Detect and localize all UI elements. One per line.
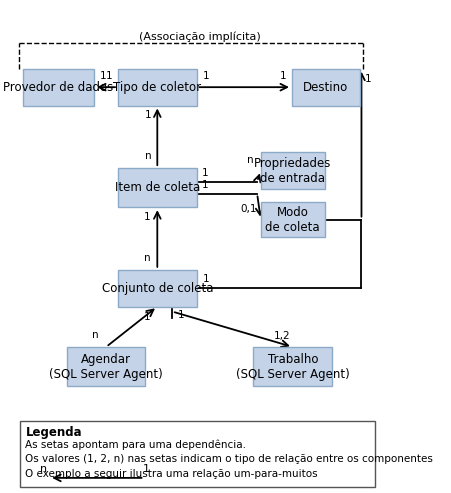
Text: 1: 1 bbox=[144, 313, 150, 322]
Text: Agendar
(SQL Server Agent): Agendar (SQL Server Agent) bbox=[49, 352, 163, 381]
Text: 1: 1 bbox=[202, 274, 209, 284]
Text: 1: 1 bbox=[280, 71, 286, 81]
Text: 1: 1 bbox=[106, 71, 112, 81]
FancyBboxPatch shape bbox=[292, 69, 359, 106]
Text: 1: 1 bbox=[100, 71, 106, 81]
Text: 1: 1 bbox=[178, 311, 184, 320]
FancyBboxPatch shape bbox=[261, 203, 325, 237]
FancyBboxPatch shape bbox=[23, 69, 94, 106]
Text: 1: 1 bbox=[202, 180, 208, 190]
Text: 1: 1 bbox=[143, 463, 150, 474]
FancyBboxPatch shape bbox=[118, 69, 197, 106]
Text: n: n bbox=[92, 330, 99, 340]
FancyBboxPatch shape bbox=[261, 152, 325, 189]
Text: Item de coleta: Item de coleta bbox=[115, 181, 200, 194]
Text: 1: 1 bbox=[202, 168, 208, 178]
Text: Tipo de coletor: Tipo de coletor bbox=[113, 81, 201, 94]
Text: 1,2: 1,2 bbox=[274, 331, 291, 341]
Text: Os valores (1, 2, n) nas setas indicam o tipo de relação entre os componentes: Os valores (1, 2, n) nas setas indicam o… bbox=[25, 454, 433, 464]
Text: O exemplo a seguir ilustra uma relação um-para-muitos: O exemplo a seguir ilustra uma relação u… bbox=[25, 468, 318, 479]
Text: n: n bbox=[247, 155, 254, 165]
FancyBboxPatch shape bbox=[253, 347, 332, 386]
FancyBboxPatch shape bbox=[118, 168, 197, 207]
Text: As setas apontam para uma dependência.: As setas apontam para uma dependência. bbox=[25, 439, 247, 450]
Text: Provedor de dados: Provedor de dados bbox=[3, 81, 114, 94]
FancyBboxPatch shape bbox=[118, 270, 197, 307]
Text: n: n bbox=[40, 463, 47, 474]
Text: (Associação implícita): (Associação implícita) bbox=[138, 32, 260, 42]
Text: 0,1: 0,1 bbox=[241, 204, 257, 214]
FancyBboxPatch shape bbox=[67, 347, 145, 386]
Text: 1: 1 bbox=[365, 73, 371, 84]
Text: 1: 1 bbox=[202, 71, 209, 81]
FancyBboxPatch shape bbox=[20, 421, 375, 487]
Text: Trabalho
(SQL Server Agent): Trabalho (SQL Server Agent) bbox=[236, 352, 350, 381]
Text: n: n bbox=[144, 252, 150, 263]
Text: n: n bbox=[145, 151, 152, 161]
Text: Propriedades
de entrada: Propriedades de entrada bbox=[254, 156, 331, 184]
Text: 1: 1 bbox=[145, 110, 152, 120]
Text: Modo
de coleta: Modo de coleta bbox=[266, 206, 320, 234]
Text: Legenda: Legenda bbox=[25, 426, 82, 439]
Text: Conjunto de coleta: Conjunto de coleta bbox=[101, 282, 213, 295]
Text: 1: 1 bbox=[144, 212, 150, 222]
Text: Destino: Destino bbox=[303, 81, 348, 94]
